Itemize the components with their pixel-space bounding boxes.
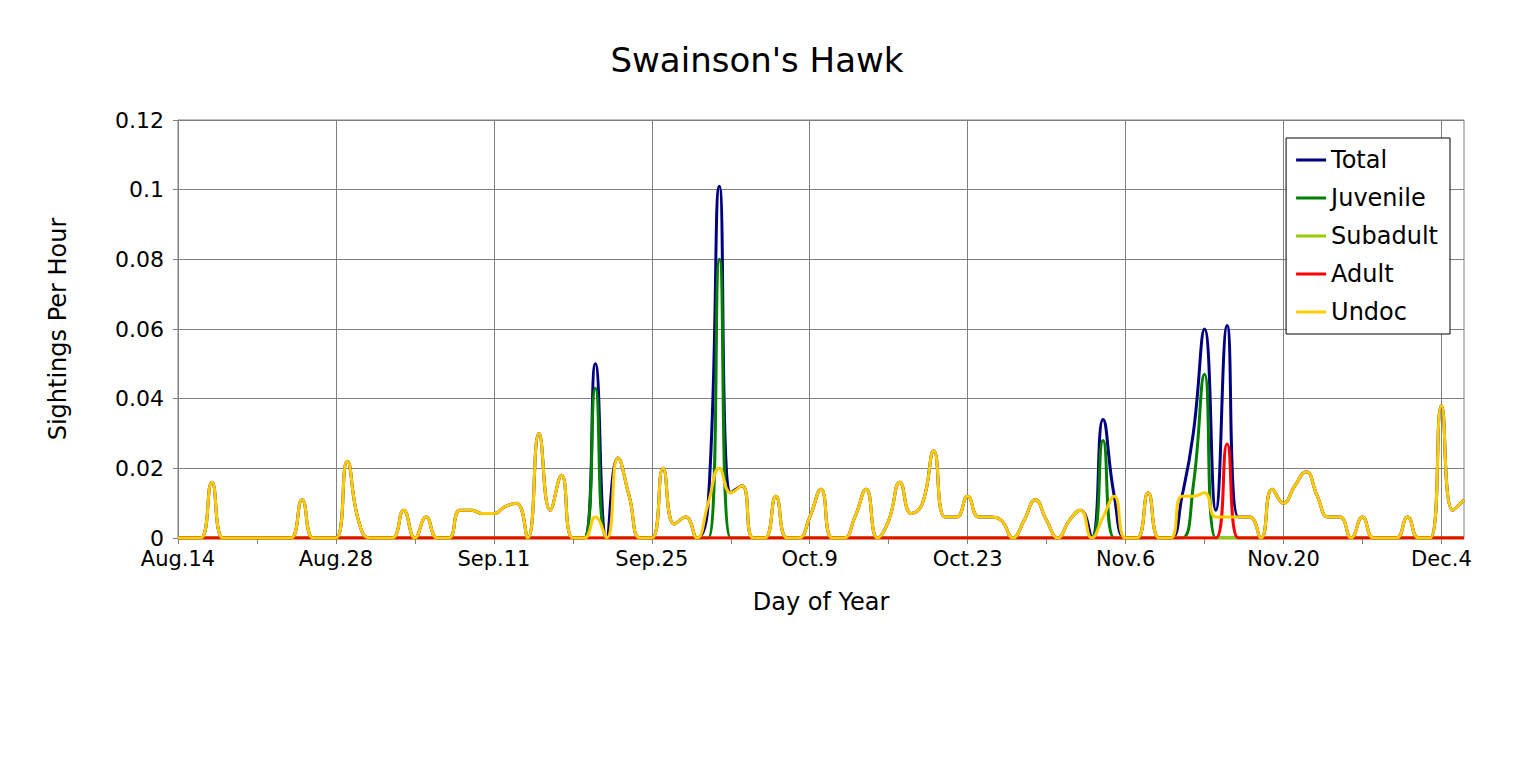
svg-text:0.08: 0.08	[115, 247, 164, 272]
svg-text:0.1: 0.1	[129, 177, 164, 202]
svg-text:Juvenile: Juvenile	[1329, 184, 1426, 212]
svg-text:0.04: 0.04	[115, 386, 164, 411]
svg-text:0.02: 0.02	[115, 456, 164, 481]
svg-text:Sep.11: Sep.11	[457, 547, 530, 571]
svg-text:Undoc: Undoc	[1331, 298, 1407, 326]
svg-text:Sightings Per Hour: Sightings Per Hour	[44, 218, 72, 441]
svg-text:0: 0	[150, 525, 164, 551]
svg-text:Day of Year: Day of Year	[753, 588, 890, 616]
svg-text:Adult: Adult	[1331, 260, 1394, 288]
svg-text:Nov.20: Nov.20	[1247, 547, 1320, 571]
svg-text:Dec.4: Dec.4	[1411, 547, 1472, 571]
svg-text:Oct.9: Oct.9	[782, 547, 838, 571]
svg-text:Nov.6: Nov.6	[1096, 547, 1155, 571]
svg-text:0.06: 0.06	[115, 317, 164, 342]
svg-text:Total: Total	[1330, 146, 1387, 174]
svg-text:Subadult: Subadult	[1331, 222, 1438, 250]
svg-text:Aug.14: Aug.14	[141, 547, 215, 571]
svg-text:Aug.28: Aug.28	[299, 547, 373, 571]
svg-text:Swainson's Hawk: Swainson's Hawk	[610, 40, 903, 80]
svg-text:Oct.23: Oct.23	[933, 547, 1003, 571]
svg-text:0.12: 0.12	[115, 108, 164, 133]
svg-text:Sep.25: Sep.25	[615, 547, 688, 571]
